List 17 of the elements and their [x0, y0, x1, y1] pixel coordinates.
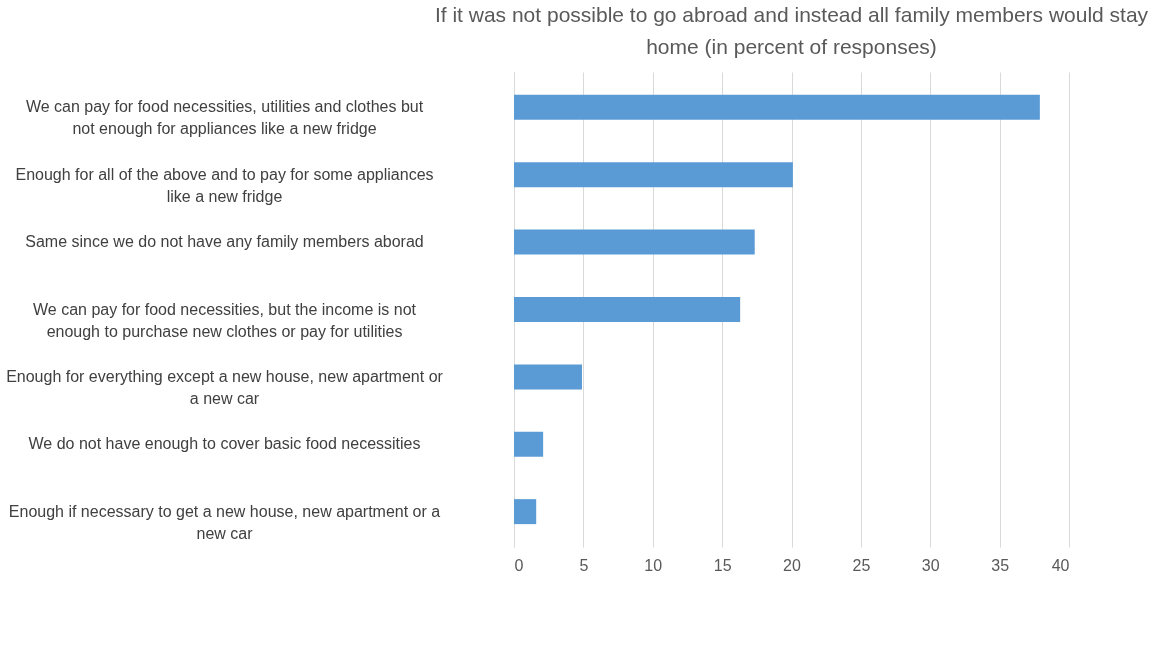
x-tick-label: 0	[514, 556, 524, 574]
chart-title: If it was not possible to go abroad and instead all family members would stay home (in percent of responses)	[434, 3, 1149, 58]
x-tick-label: 35	[991, 556, 1010, 574]
x-tick-label: 40	[1051, 556, 1070, 574]
x-tick-label: 25	[852, 556, 871, 574]
y-tick-label: Same since we do not have any family members aborad	[25, 233, 424, 251]
y-tick-label: We can pay for food necessities, but the income is not enough to purchase new clothes or pay for utilities	[32, 300, 417, 340]
y-tick-label: Enough for everything except a new house, new apartment or a new car	[6, 367, 444, 407]
x-tick-label: 15	[713, 556, 732, 574]
y-tick-label: We do not have enough to cover basic food necessities	[28, 435, 421, 453]
x-tick-label: 20	[783, 556, 801, 574]
y-tick-label: We can pay for food necessities, utilities and clothes but not enough for appliances like a new fridge	[25, 98, 424, 138]
y-tick-label: Enough if necessary to get a new house, new apartment or a new car	[8, 502, 441, 542]
x-tick-label: 5	[579, 556, 589, 574]
x-tick-label: 30	[921, 556, 940, 574]
y-tick-label: Enough for all of the above and to pay for some appliances like a new fridge	[15, 165, 434, 205]
x-tick-label: 10	[644, 556, 663, 574]
